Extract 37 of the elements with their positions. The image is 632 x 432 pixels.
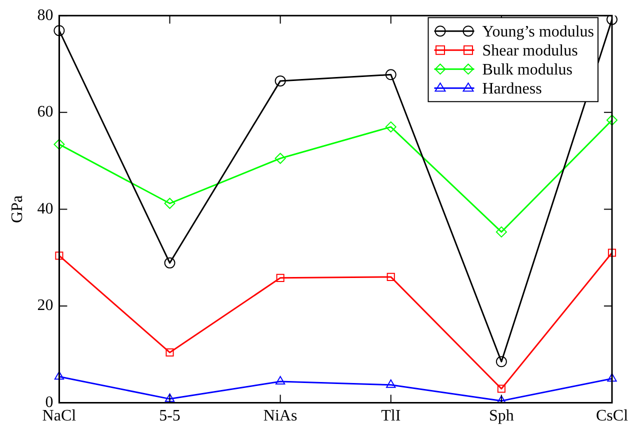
x-tick-label: Sph [488,408,514,425]
point [496,356,507,368]
point [608,248,616,257]
point [275,376,286,385]
point [607,373,617,382]
point [276,274,284,282]
legend-label: Hardness [482,80,542,98]
point [385,69,396,80]
point [606,114,618,126]
point [274,152,286,164]
legend-label: Young’s modulus [482,23,594,40]
point [386,379,396,388]
y-axis-title: GPa [8,195,26,223]
legend-label: Bulk modulus [482,61,572,78]
point [385,121,396,132]
point [166,348,174,356]
y-tick-label: 60 [37,104,54,121]
point [54,25,65,36]
point [54,138,65,150]
point [54,371,64,380]
x-tick-label: 5-5 [159,408,180,425]
x-tick-label: CsCl [596,408,629,425]
point [606,16,618,25]
point [386,272,395,281]
point [274,75,286,86]
x-tick-label: NiAs [263,408,298,425]
y-tick-label: 40 [37,200,54,218]
point [164,393,175,402]
x-tick-label: TlI [381,408,401,425]
y-tick-label: 20 [37,297,54,314]
point [496,226,507,238]
point [55,252,64,260]
legend-label: Shear modulus [482,42,578,60]
y-tick-label: 80 [37,6,54,24]
point [164,257,176,268]
point [164,198,176,209]
point [497,384,506,393]
